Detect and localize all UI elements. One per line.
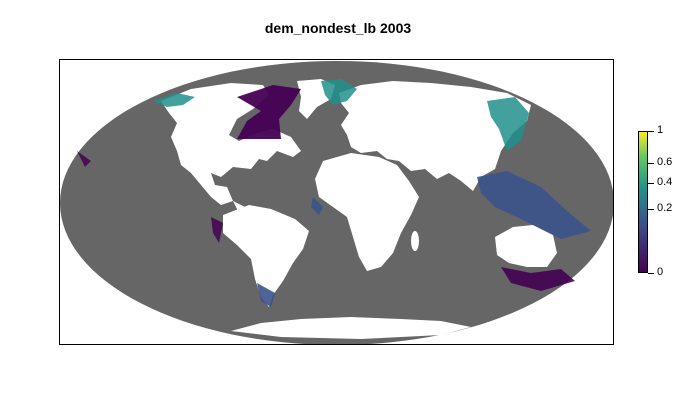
colorbar-tick-label: 0 xyxy=(657,266,664,278)
colorbar xyxy=(638,131,648,273)
value-patch-alaska xyxy=(153,93,195,107)
value-patch-argentina xyxy=(257,283,275,307)
colorbar-tick xyxy=(648,131,654,132)
value-patch-gulf xyxy=(77,151,91,167)
value-patch-east-asia xyxy=(487,97,529,151)
colorbar-tick xyxy=(648,209,654,210)
land-antarctica xyxy=(231,317,471,339)
land-madagascar xyxy=(411,231,419,251)
colorbar-tick xyxy=(648,163,654,164)
map-panel xyxy=(59,59,614,345)
colorbar-tick-label: 0.2 xyxy=(657,202,673,214)
land-south-america xyxy=(223,205,309,307)
land-africa xyxy=(315,153,419,271)
map-title: dem_nondest_lb 2003 xyxy=(264,20,412,36)
value-patch-labrador xyxy=(237,85,301,139)
colorbar-tick xyxy=(648,183,654,184)
world-map xyxy=(60,61,613,344)
colorbar-tick-label: 1 xyxy=(657,124,664,136)
land-eurasia xyxy=(339,81,531,191)
colorbar-tick-label: 0.4 xyxy=(657,176,673,188)
land-australia xyxy=(495,225,557,267)
value-patch-se-asia xyxy=(477,171,591,239)
value-patch-norway xyxy=(321,79,357,105)
value-patch-australia-coast xyxy=(501,267,575,291)
land-north-america xyxy=(161,83,301,205)
value-patch-pacific-coast xyxy=(211,217,223,243)
colorbar-tick xyxy=(648,273,654,274)
value-patch-west-africa xyxy=(311,197,323,215)
colorbar-tick-label: 0.6 xyxy=(657,156,673,168)
